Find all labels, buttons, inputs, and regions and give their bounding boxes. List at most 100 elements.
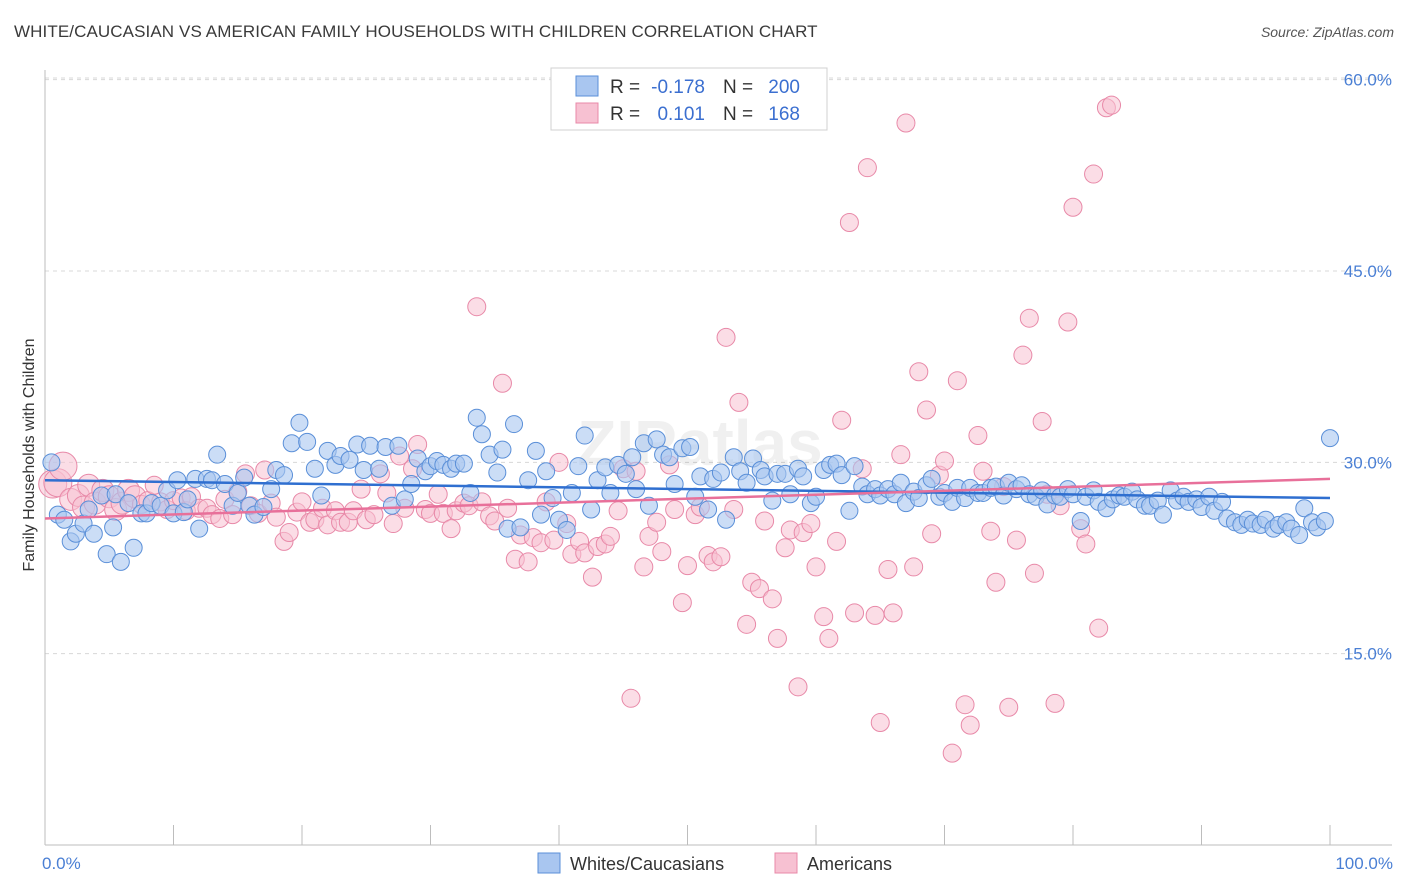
whites-point	[84, 524, 103, 543]
americans-point	[870, 713, 890, 733]
whites-point	[340, 450, 359, 469]
whites-point	[42, 453, 61, 472]
americans-point	[678, 556, 697, 576]
whites-point	[1295, 499, 1314, 518]
whites-trend-line	[44, 478, 1331, 500]
whites-point	[832, 466, 851, 485]
legend-n-label: N =	[723, 104, 753, 125]
whites-point	[1153, 505, 1172, 524]
y-tick-labels: 15.0% 30.0% 45.0% 60.0%	[1344, 71, 1392, 664]
americans-point	[832, 410, 852, 430]
whites-point	[686, 487, 705, 506]
series-swatch-pink	[774, 852, 798, 874]
whites-point	[1321, 429, 1339, 448]
whites-point	[737, 473, 756, 492]
whites-point	[472, 425, 491, 444]
whites-point	[807, 487, 825, 506]
whites-point	[354, 460, 373, 479]
americans-point	[942, 743, 962, 763]
americans-point	[857, 158, 877, 178]
americans-point	[428, 484, 448, 504]
americans-point	[498, 498, 518, 518]
legend-swatch-blue	[575, 75, 599, 97]
whites-point	[1290, 526, 1309, 545]
whites-point	[282, 434, 301, 453]
americans-trend-line	[44, 477, 1331, 520]
whites-point	[526, 441, 545, 460]
whites-point	[845, 457, 864, 476]
whites-point	[660, 448, 679, 467]
americans-point	[973, 461, 993, 481]
whites-point	[519, 471, 538, 490]
legend-swatch-pink	[575, 102, 599, 124]
americans-point	[467, 297, 487, 317]
americans-point	[647, 512, 667, 532]
americans-point	[904, 557, 924, 577]
whites-point	[104, 518, 123, 537]
americans-point	[711, 547, 731, 567]
whites-point	[361, 436, 380, 455]
whites-point	[124, 538, 143, 557]
americans-point	[600, 526, 620, 546]
whites-point	[461, 483, 480, 502]
whites-point	[467, 408, 486, 427]
americans-point	[1063, 197, 1083, 217]
whites-point	[488, 463, 507, 482]
americans-point	[788, 677, 808, 697]
whites-point	[639, 496, 658, 515]
whites-point	[582, 500, 601, 519]
x-tick-labels: 0.0% 100.0%	[42, 854, 1393, 873]
americans-point	[775, 538, 795, 558]
americans-point	[947, 371, 967, 391]
y-tick-label: 15.0%	[1344, 645, 1392, 664]
whites-point	[395, 490, 414, 509]
whites-point	[305, 459, 324, 478]
legend-n-value: 168	[768, 104, 800, 125]
americans-point	[665, 500, 685, 520]
americans-point	[1102, 95, 1122, 115]
whites-point	[493, 440, 512, 459]
whites-point	[190, 519, 209, 538]
whites-point	[840, 501, 859, 520]
stats-legend: R = -0.178 N = 200 R = 0.101 N = 168	[550, 67, 828, 131]
whites-point	[699, 500, 718, 519]
americans-point	[827, 531, 847, 551]
whites-point	[1071, 512, 1090, 531]
x-tick-label: 100.0%	[1335, 854, 1393, 873]
whites-points	[42, 408, 1339, 571]
americans-point	[364, 505, 384, 525]
americans-point	[672, 593, 692, 613]
whites-point	[228, 483, 247, 502]
americans-point	[729, 392, 749, 412]
legend-n-label: N =	[723, 77, 753, 98]
americans-point	[1024, 563, 1044, 583]
x-tick-label: 0.0%	[42, 854, 81, 873]
americans-point	[922, 524, 942, 544]
source-label: Source: ZipAtlas.com	[1260, 24, 1394, 40]
whites-point	[575, 426, 594, 445]
americans-point	[1045, 693, 1065, 713]
americans-point	[955, 695, 975, 715]
whites-point	[681, 438, 700, 457]
whites-point	[298, 432, 317, 451]
whites-point	[623, 448, 642, 467]
americans-point	[716, 327, 736, 347]
whites-point	[711, 463, 730, 482]
legend-r-label: R =	[610, 77, 640, 98]
whites-point	[557, 520, 576, 539]
whites-point	[111, 552, 130, 571]
whites-point	[178, 490, 197, 509]
americans-point	[1089, 618, 1109, 638]
americans-point	[544, 530, 564, 550]
americans-point	[986, 572, 1006, 592]
y-tick-label: 45.0%	[1344, 262, 1392, 281]
whites-point	[569, 457, 588, 476]
americans-point	[749, 579, 769, 599]
series-name-whites: Whites/Caucasians	[570, 854, 724, 874]
americans-point	[999, 697, 1019, 717]
americans-point	[621, 688, 641, 708]
americans-point	[1076, 534, 1096, 554]
americans-point	[634, 557, 654, 577]
americans-point	[917, 400, 937, 420]
